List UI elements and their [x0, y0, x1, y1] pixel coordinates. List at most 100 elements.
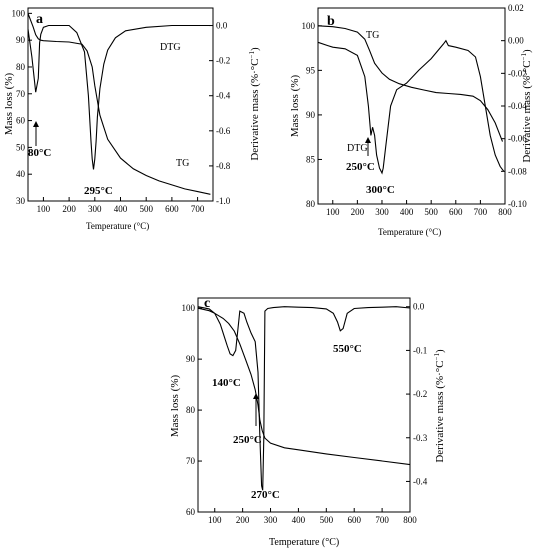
- panel-a-ytick-right-label: 0.0: [216, 21, 228, 31]
- panel-c-ytick-right-label: 0.0: [413, 302, 425, 312]
- panel-a-tg-label: TG: [176, 158, 189, 169]
- panel-c-xtick-label: 100: [208, 515, 222, 525]
- panel-a-xlabel: Temperature (°C): [86, 221, 149, 231]
- panel-c-frame: [197, 297, 411, 513]
- panel-c-140-label: 140°C: [212, 377, 241, 389]
- panel-c-dtg-curve: [197, 306, 411, 491]
- panel-a-ytick-left-label: 90: [16, 35, 26, 45]
- panel-c-ytick-left-label: 100: [182, 303, 196, 313]
- panel-a-letter: a: [36, 12, 43, 27]
- panel-c-250-label: 250°C: [233, 434, 262, 446]
- panel-c-270-label: 270°C: [251, 489, 280, 501]
- panel-b-ylabel-left: Mass loss (%): [289, 75, 301, 138]
- panel-b-curves: [317, 25, 505, 175]
- panel-c-xtick-label: 400: [292, 515, 306, 525]
- panel-c: 100 200 300 400 500 600 700 800 60 70 80 90 100 0.0 -0…: [169, 296, 446, 548]
- panel-a-ytick-right-label: -1.0: [216, 196, 231, 206]
- panel-c-xtick-label: 700: [375, 515, 389, 525]
- panel-c-xtick-label: 300: [264, 515, 278, 525]
- panel-c-ytick-left-label: 70: [186, 456, 196, 466]
- panel-b-tg-label: TG: [366, 30, 379, 41]
- panel-c-letter: c: [204, 296, 210, 311]
- panel-b-ytick-right-label: -0.02: [508, 68, 527, 78]
- panel-b-xtick-label: 400: [400, 207, 414, 217]
- panel-b-xtick-label: 600: [449, 207, 463, 217]
- panel-b-xtick-label: 200: [351, 207, 365, 217]
- panel-a-xtick-label: 200: [62, 204, 76, 214]
- panel-a-dtg-curve: [27, 24, 211, 170]
- panel-b-dtg-label: DTG: [347, 143, 368, 154]
- panel-b-ytick-left-label: 80: [306, 199, 316, 209]
- panel-a-ytick-right-label: -0.6: [216, 126, 231, 136]
- panel-c-tg-curve: [197, 307, 411, 466]
- panel-c-ytick-right-label: -0.2: [413, 389, 427, 399]
- panel-a-xtick-label: 700: [191, 204, 205, 214]
- panel-c-ytick-right-label: -0.1: [413, 345, 427, 355]
- panel-b-ytick-left-label: 100: [302, 21, 316, 31]
- panel-a-ytick-right-label: -0.4: [216, 91, 231, 101]
- panel-a-ytick-left-label: 100: [12, 8, 26, 18]
- panel-b-xtick-label: 300: [375, 207, 389, 217]
- panel-c-axes: 100 200 300 400 500 600 700 800 60 70 80 90 100 0.0 -0…: [182, 302, 428, 525]
- panel-a-curves: [27, 13, 211, 195]
- panel-b-xlabel: Temperature (°C): [378, 227, 441, 237]
- panel-a-ytick-left-label: 70: [16, 89, 26, 99]
- panel-c-xtick-label: 600: [347, 515, 361, 525]
- panel-a-xtick-label: 600: [165, 204, 179, 214]
- panel-b-ytick-right-label: -0.10: [508, 199, 527, 209]
- panel-a-xtick-label: 100: [37, 204, 51, 214]
- panel-a-80-label: 80°C: [28, 147, 51, 159]
- panel-b-letter: b: [327, 14, 335, 29]
- panel-c-xtick-label: 500: [320, 515, 334, 525]
- panel-b-ytick-right-label: 0.02: [508, 3, 524, 13]
- panel-c-ytick-right-label: -0.4: [413, 476, 428, 486]
- panel-c-ytick-left-label: 60: [186, 507, 196, 517]
- panel-b-xtick-label: 100: [326, 207, 340, 217]
- panel-a-ytick-right-label: -0.8: [216, 161, 231, 171]
- panel-c-curves: [197, 306, 411, 491]
- panel-a-xtick-label: 300: [88, 204, 102, 214]
- panel-a-axes: 100 200 300 400 500 600 700 30 40 50 60 70 80 90 100 0.…: [12, 8, 231, 214]
- panel-b: 100 200 300 400 500 600 700 800 80 85 90 95 100 0.02 0…: [289, 3, 533, 237]
- panel-b-ytick-left-label: 90: [306, 110, 316, 120]
- panel-c-xtick-label: 800: [403, 515, 417, 525]
- panel-a-ylabel-left: Mass loss (%): [3, 73, 15, 136]
- panel-a-frame: [27, 7, 214, 202]
- panel-b-tg-curve: [317, 25, 504, 142]
- panel-a-ytick-left-label: 80: [16, 62, 26, 72]
- panel-c-ylabel-left: Mass loss (%): [169, 375, 181, 438]
- panel-b-xtick-label: 800: [498, 207, 512, 217]
- panel-b-ytick-left-label: 85: [306, 154, 316, 164]
- panel-b-ytick-right-label: -0.08: [508, 166, 527, 176]
- panel-b-frame: [317, 7, 506, 205]
- panel-b-300-label: 300°C: [366, 184, 395, 196]
- panel-b-xtick-label: 500: [424, 207, 438, 217]
- panel-b-ytick-right-label: -0.06: [508, 134, 527, 144]
- panel-a-ytick-right-label: -0.2: [216, 56, 230, 66]
- panel-b-ytick-left-label: 95: [306, 65, 316, 75]
- panel-a-ylabel-right: Derivative mass (%·°C−1): [248, 47, 261, 161]
- panel-a-ytick-left-label: 30: [16, 196, 26, 206]
- panel-a-295-label: 295°C: [84, 185, 113, 197]
- panel-c-ylabel-right: Derivative mass (%·°C−1): [433, 349, 446, 463]
- panel-a-dtg-label: DTG: [160, 42, 181, 53]
- panel-b-ytick-right-label: -0.04: [508, 101, 527, 111]
- panel-b-dtg-curve: [317, 39, 505, 175]
- panel-c-ytick-left-label: 80: [186, 405, 196, 415]
- panel-c-ytick-right-label: -0.3: [413, 433, 428, 443]
- panel-a-ytick-left-label: 50: [16, 142, 26, 152]
- panel-b-ytick-right-label: 0.00: [508, 36, 524, 46]
- panel-c-550-label: 550°C: [333, 343, 362, 355]
- panel-a-xtick-label: 400: [114, 204, 128, 214]
- panel-b-axes: 100 200 300 400 500 600 700 800 80 85 90 95 100 0.02 0…: [302, 3, 528, 217]
- panel-c-ytick-left-label: 90: [186, 354, 196, 364]
- panel-b-xtick-label: 700: [474, 207, 488, 217]
- panel-c-xtick-label: 200: [236, 515, 250, 525]
- panel-a-ytick-left-label: 40: [16, 169, 26, 179]
- panel-b-250-label: 250°C: [346, 161, 375, 173]
- panel-c-xlabel: Temperature (°C): [269, 537, 339, 548]
- panel-b-ylabel-right: Derivative mass (%·°C−1): [520, 49, 533, 163]
- panel-a-xtick-label: 500: [139, 204, 153, 214]
